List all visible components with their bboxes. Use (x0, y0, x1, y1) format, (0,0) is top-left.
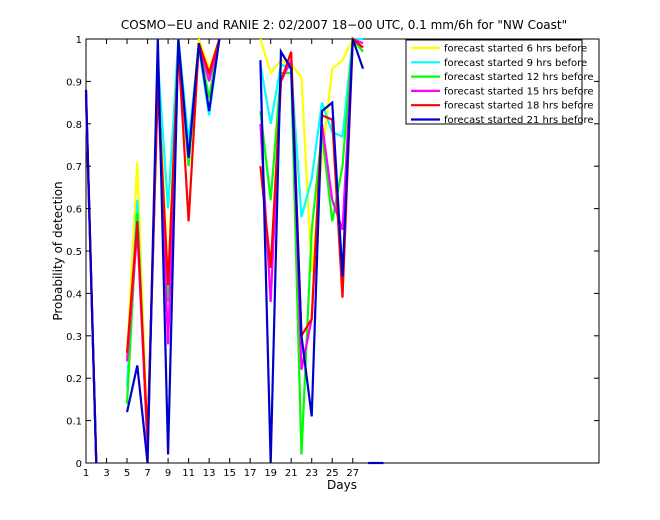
x-tick-label: 19 (264, 468, 277, 479)
legend-entries: forecast started 6 hrs before forecast st… (411, 44, 594, 126)
series-2-line-segment-3 (259, 37, 364, 218)
legend-label-6: forecast started 21 hrs before (444, 115, 594, 126)
x-tick-label: 9 (165, 468, 171, 479)
x-tick-label: 23 (305, 468, 318, 479)
legend-label-2: forecast started 9 hrs before (444, 58, 587, 69)
series-6-line-segment-2 (125, 38, 221, 464)
legend-label-3: forecast started 12 hrs before (444, 72, 594, 83)
x-tick-label: 5 (124, 468, 130, 479)
axis-layer: 1 3 5 7 9 11 13 15 17 19 21 23 25 2700.10.20.30.40.50… (66, 35, 599, 479)
x-tick-label: 15 (223, 468, 236, 479)
series-6-line-segment-3 (259, 38, 365, 464)
x-tick-label: 7 (144, 468, 150, 479)
y-tick-label: 0.9 (66, 77, 82, 88)
legend-box (405, 39, 583, 125)
y-tick-label: 0.3 (66, 332, 82, 343)
y-tick-label: 0.8 (66, 120, 82, 131)
x-tick-label: 17 (244, 468, 257, 479)
legend-label-5: forecast started 18 hrs before (444, 101, 594, 112)
x-tick-label: 27 (346, 468, 359, 479)
series-layer (84, 36, 384, 465)
chart-title: COSMO−EU and RANIE 2: 02/2007 18−00 UTC,… (121, 18, 567, 32)
x-tick-label: 11 (182, 468, 195, 479)
series-6-line-segment-1 (84, 89, 98, 464)
x-tick-label: 3 (103, 468, 109, 479)
series-3-line-segment-3 (259, 36, 364, 455)
y-tick-label: 1 (76, 35, 82, 46)
y-tick-label: 0.5 (66, 247, 82, 258)
x-tick-label: 1 (83, 468, 89, 479)
x-tick-label: 13 (203, 468, 216, 479)
series-5-line-segment-2 (125, 38, 221, 438)
legend-label-1: forecast started 6 hrs before (444, 44, 587, 55)
y-tick-label: 0.7 (66, 162, 82, 173)
y-tick-label: 0.2 (66, 374, 82, 385)
y-tick-label: 0.6 (66, 205, 82, 216)
y-tick-label: 0.1 (66, 417, 82, 428)
x-tick-label: 25 (326, 468, 339, 479)
y-tick-label: 0 (76, 459, 82, 470)
legend-label-4: forecast started 15 hrs before (444, 86, 594, 97)
legend: forecast started 6 hrs before forecast st… (405, 39, 594, 126)
series-1-line-segment-3 (259, 37, 364, 273)
y-tick-label: 0.4 (66, 289, 82, 300)
y-axis-label: Probability of detection (51, 181, 65, 320)
x-axis-label: Days (327, 478, 357, 492)
x-tick-label: 21 (285, 468, 298, 479)
